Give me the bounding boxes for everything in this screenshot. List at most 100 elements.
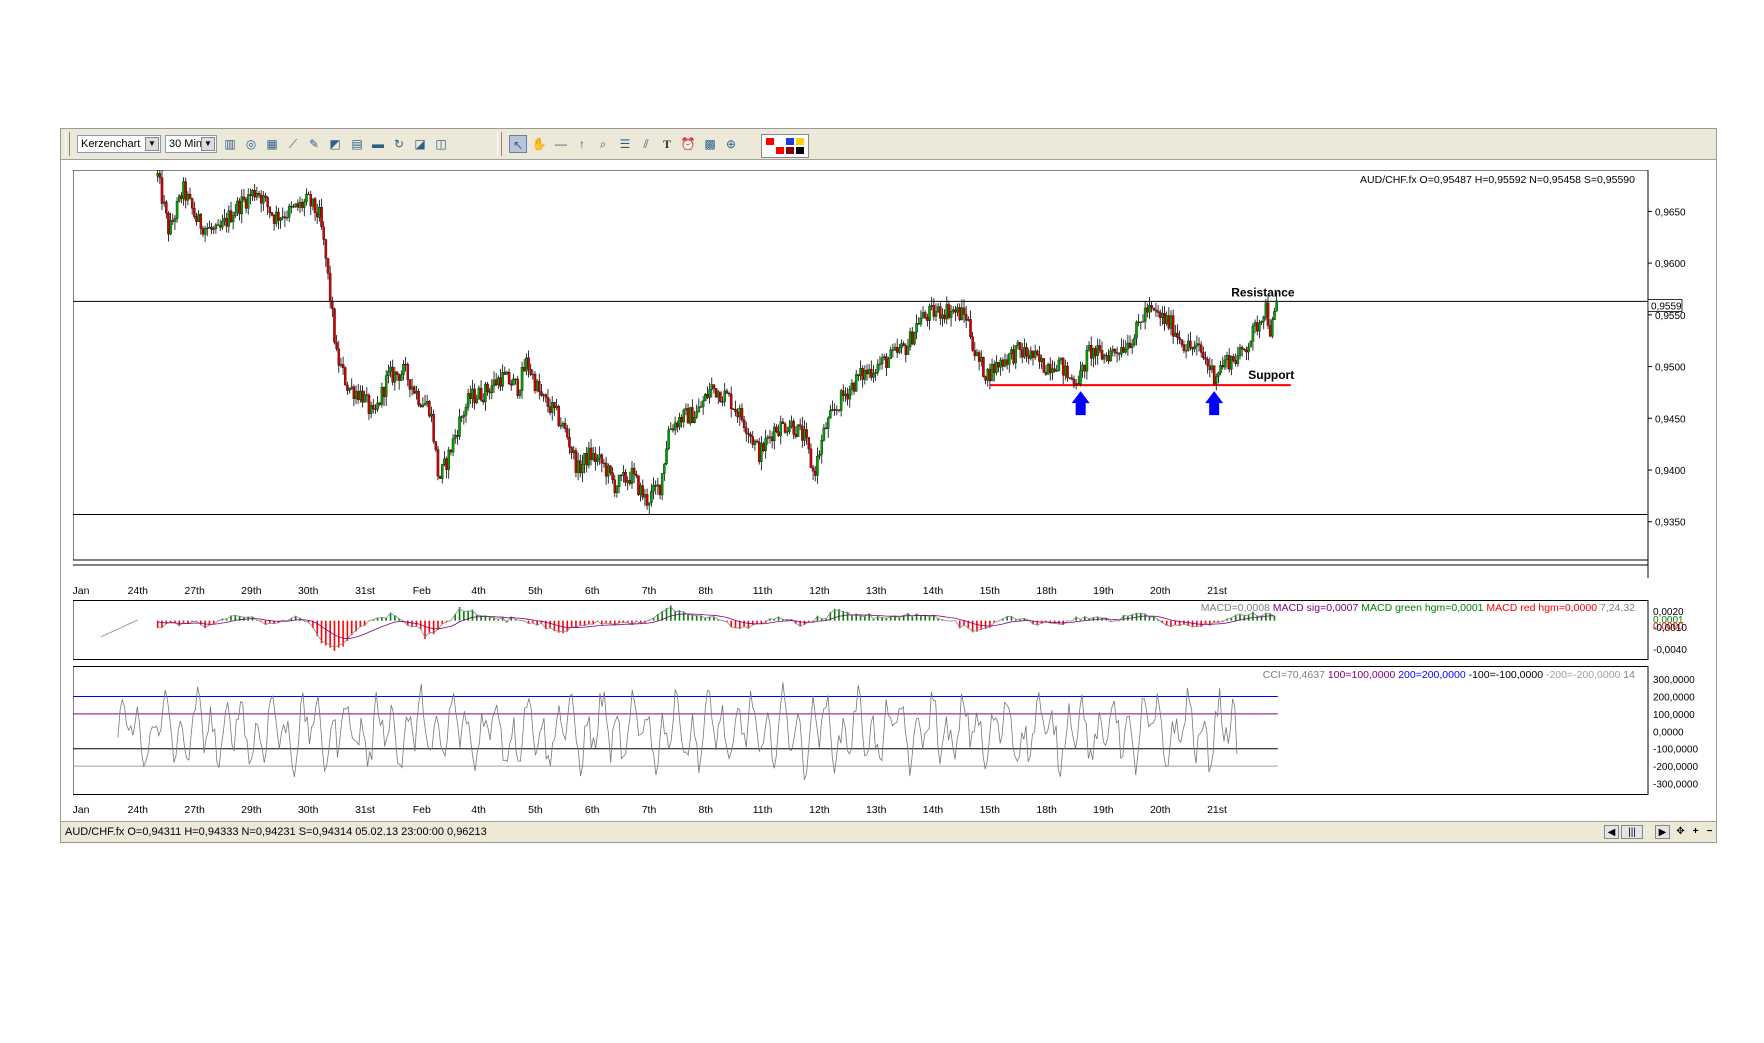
candle-body <box>671 428 675 431</box>
candle-body <box>350 386 353 389</box>
toolbar-grip[interactable] <box>497 132 502 156</box>
time-axis-top: Jan 24th 27th 29th 30th 31st Feb 4th 5th 6th 7th 8t… <box>73 585 1227 597</box>
candle-body <box>354 391 358 399</box>
candle-body <box>602 462 606 464</box>
color-swatch[interactable] <box>776 147 784 154</box>
zoom-out-icon[interactable]: − <box>1706 826 1713 837</box>
candle-body <box>1206 359 1209 366</box>
fibonacci-icon[interactable]: ☰ <box>619 137 631 151</box>
candle-body <box>617 474 621 487</box>
candle-body <box>609 465 612 473</box>
refresh-icon[interactable]: ↻ <box>393 137 405 151</box>
scroll-right-icon[interactable]: ▶ <box>1655 825 1670 839</box>
color-palette[interactable] <box>761 134 809 158</box>
zoom-in-icon[interactable]: + <box>1692 826 1699 837</box>
candle-body <box>182 181 185 199</box>
edit-chart-icon[interactable]: ✎ <box>308 137 320 151</box>
chevron-down-icon[interactable]: ▼ <box>145 137 159 151</box>
scroll-left-icon[interactable]: ◀ <box>1604 825 1619 839</box>
cci-legend-item: 100=100,0000 <box>1325 669 1396 681</box>
time-axis-label: 5th <box>528 585 543 597</box>
indicator-icon[interactable]: ◎ <box>245 137 257 151</box>
arrow-tool-icon[interactable]: ↑ <box>579 137 585 151</box>
candle-body <box>400 374 403 381</box>
candle-body <box>473 388 476 404</box>
scroll-thumb[interactable]: ||| <box>1621 825 1643 839</box>
candle-body <box>598 454 601 459</box>
candle-body <box>497 377 500 386</box>
last-price-label: 0,9559 <box>1651 302 1682 313</box>
timeframe-select[interactable]: 30 Min. ▼ <box>165 135 217 153</box>
candle-body <box>680 417 683 423</box>
macd-legend-item: MACD red hgm=0,0000 <box>1484 602 1598 614</box>
candle-body <box>438 476 442 479</box>
candle-body <box>525 357 528 372</box>
candle-body <box>546 397 550 407</box>
candle-body <box>266 197 269 207</box>
bar-chart-icon[interactable]: ▥ <box>224 137 236 151</box>
chevron-down-icon[interactable]: ▼ <box>201 137 215 151</box>
candle-body <box>699 406 703 408</box>
color-swatch[interactable] <box>796 138 804 145</box>
candle-body <box>777 431 780 436</box>
color-swatch[interactable] <box>766 138 774 145</box>
line-tool-icon[interactable]: ― <box>555 137 567 151</box>
candle-body <box>1234 360 1237 364</box>
zoom-icon[interactable]: ⌕ <box>599 137 607 151</box>
candle-body <box>1148 305 1151 313</box>
template-icon[interactable]: ◪ <box>414 137 426 151</box>
print-icon[interactable]: ▬ <box>372 137 384 151</box>
time-axis-label: 7th <box>642 804 657 816</box>
color-swatch[interactable] <box>796 147 804 154</box>
chart-export-icon[interactable]: ⊕ <box>725 137 737 151</box>
toolbar-grip[interactable] <box>65 132 70 156</box>
calculator-icon[interactable]: ▩ <box>704 137 716 151</box>
candle-body <box>535 380 539 392</box>
candle-body <box>520 367 524 391</box>
cci-panel[interactable]: CCI=70,4637 100=100,0000 200=200,0000 -1… <box>73 666 1716 801</box>
grid-icon[interactable]: ▦ <box>266 137 278 151</box>
candle-body <box>945 304 949 320</box>
macd-tick-label: -0,0040 <box>1653 645 1687 656</box>
candle-body <box>913 332 916 345</box>
candle-body <box>441 464 444 479</box>
candle-body <box>356 391 360 400</box>
price-chart[interactable]: AUD/CHF.fx O=0,95487 H=0,95592 N=0,95458… <box>73 170 1716 582</box>
alarm-icon[interactable]: ⏰ <box>680 137 696 151</box>
chart-type-select[interactable]: Kerzenchart ▼ <box>77 135 161 153</box>
time-axis-label: 29th <box>241 585 262 597</box>
color-swatch[interactable] <box>786 138 794 145</box>
candle-body <box>891 349 895 351</box>
candle-body <box>581 464 584 474</box>
document-icon[interactable]: ▤ <box>351 137 363 151</box>
candle-body <box>268 206 272 213</box>
candle-body <box>324 239 328 259</box>
candle-body <box>848 389 852 400</box>
color-swatch[interactable] <box>786 147 794 154</box>
macd-panel[interactable]: MACD=0,0008 MACD sig=0,0007 MACD green h… <box>73 600 1716 662</box>
candle-body <box>611 472 614 480</box>
candle-body <box>723 390 726 402</box>
candle-body <box>430 414 433 417</box>
pan-icon[interactable]: ✥ <box>1676 826 1685 837</box>
candle-body <box>714 388 718 398</box>
status-text: AUD/CHF.fx O=0,94311 H=0,94333 N=0,94231… <box>65 826 487 838</box>
time-axis-label: 20th <box>1150 585 1171 597</box>
hand-icon[interactable]: ✋ <box>531 137 547 151</box>
candle-body <box>837 409 841 411</box>
area-chart-icon[interactable]: ◩ <box>329 137 341 151</box>
candle-body <box>1023 347 1026 358</box>
color-swatch[interactable] <box>766 147 774 154</box>
candle-body <box>745 427 748 434</box>
candle-body <box>1141 321 1145 323</box>
text-tool-icon[interactable]: T <box>662 137 671 151</box>
candle-body <box>193 208 196 217</box>
save-template-icon[interactable]: ◫ <box>435 137 447 151</box>
candle-body <box>604 462 608 477</box>
color-swatch[interactable] <box>776 138 784 145</box>
candle-body <box>794 434 798 437</box>
cursor-icon[interactable]: ↖ <box>509 135 527 153</box>
time-axis-label: 19th <box>1093 804 1114 816</box>
line-chart-icon[interactable]: ⟋ <box>288 137 298 151</box>
fan-icon[interactable]: ⫽ <box>643 137 649 151</box>
